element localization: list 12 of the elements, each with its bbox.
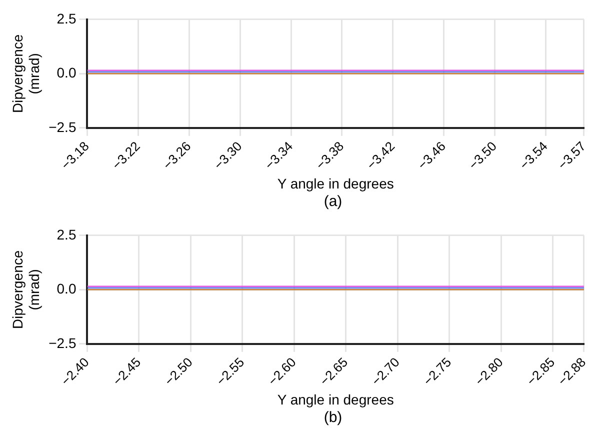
text: (b) xyxy=(322,409,344,426)
y-tick-label: 0.0 xyxy=(56,280,76,297)
y-axis-title: Dipvergence (mrad) xyxy=(9,34,42,113)
text: (a) xyxy=(322,193,344,210)
x-axis-title: Y angle in degrees xyxy=(277,175,394,192)
y-tick-label: 2.5 xyxy=(56,10,76,26)
y-tick-label: −2.5 xyxy=(48,334,76,351)
y-axis-title: Dipvergence (mrad) xyxy=(9,250,42,329)
y-tick-label: 0.0 xyxy=(56,64,76,81)
x-axis-title: Y angle in degrees xyxy=(277,391,394,408)
y-tick-label: 2.5 xyxy=(56,226,76,242)
y-tick-label: −2.5 xyxy=(48,118,76,135)
